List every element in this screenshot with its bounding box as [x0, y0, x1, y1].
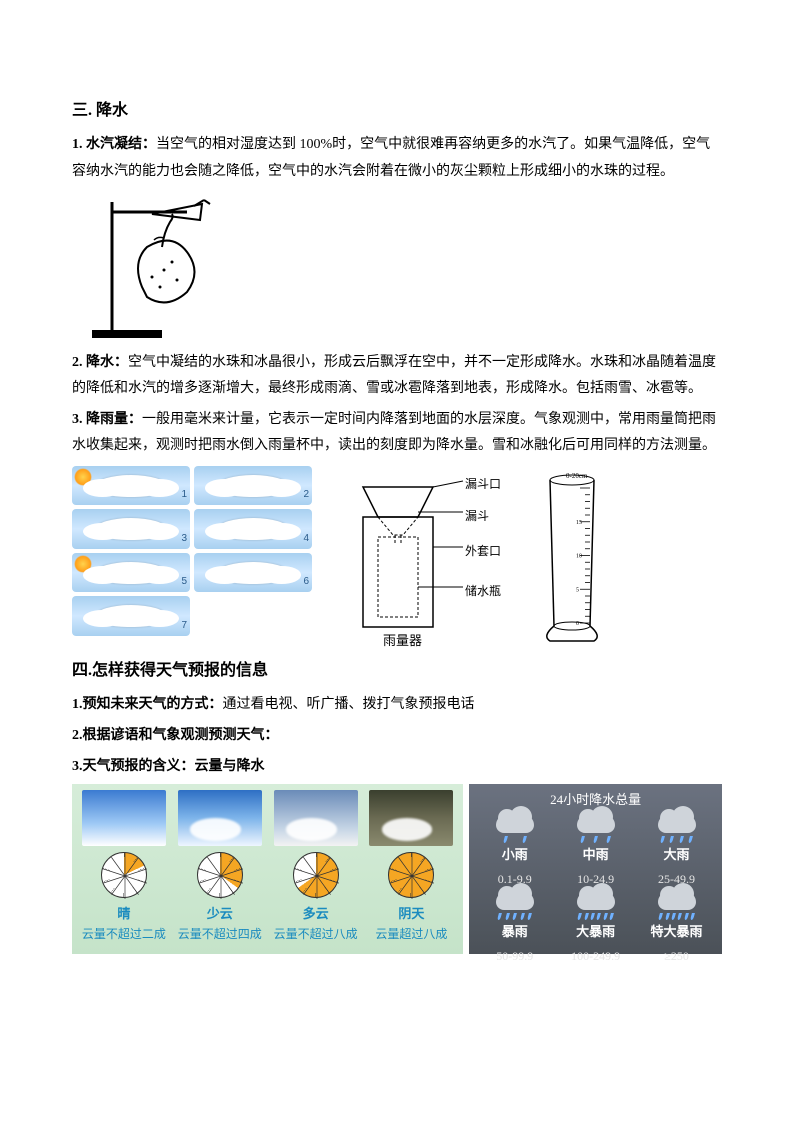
measuring-cylinder: 0-20cm 15 10 5 0	[532, 466, 612, 646]
p3-text: 一般用毫米来计量，它表示一定时间内降落到地面的水层深度。气象观测中，常用雨量筒把…	[72, 412, 716, 454]
rain-cell: 小雨0.1-9.9	[475, 815, 554, 890]
para-precipitation: 2. 降水：空气中凝结的水珠和冰晶很小，形成云后飘浮在空中，并不一定形成降水。水…	[72, 350, 722, 403]
cylinder-label: 0-20cm	[566, 472, 588, 480]
p4-1-text: 通过看电视、听广播、拨打气象预报电话	[223, 697, 475, 712]
p3-label: 3. 降雨量：	[72, 412, 142, 427]
rain-name: 大雨	[664, 843, 690, 868]
sky-name: 多云	[303, 902, 329, 927]
rainfall-illustration-row: 1234567 漏斗口 漏斗 外套口 储水瓶 雨量器 0-20cm 15 1	[72, 466, 722, 646]
rain-cell: 大暴雨100-249.9	[556, 892, 635, 967]
sky-name: 晴	[117, 902, 130, 927]
apparatus-illustration	[92, 192, 252, 342]
sky-thumbnail	[82, 790, 166, 846]
sky-desc: 云量不超过四成	[178, 927, 262, 943]
rain-cell: 特大暴雨≥250	[637, 892, 716, 967]
p4-1-label: 1.预知未来天气的方式：	[72, 697, 223, 712]
gauge-caption: 雨量器	[383, 629, 422, 654]
rain-icon	[658, 815, 696, 841]
svg-text:0: 0	[576, 621, 579, 627]
rain-cell: 大雨25-49.9	[637, 815, 716, 890]
section3-title: 三. 降水	[72, 96, 722, 126]
cloud-cell: 7	[72, 596, 190, 636]
rain-name: 大暴雨	[576, 920, 615, 945]
sky-column: 少云云量不超过四成	[174, 790, 266, 942]
sky-column: 阴天云量超过八成	[365, 790, 457, 942]
rain-icon	[658, 892, 696, 918]
cloud-formation-grid: 1234567	[72, 466, 312, 636]
sky-desc: 云量不超过二成	[82, 927, 166, 943]
rain-grid: 小雨0.1-9.9中雨10-24.9大雨25-49.9暴雨50-99.9大暴雨1…	[475, 815, 716, 968]
label-funnel-top: 漏斗口	[465, 473, 501, 496]
cloud-fraction-pie	[101, 852, 147, 898]
svg-text:15: 15	[576, 520, 582, 526]
rain-name: 暴雨	[502, 920, 528, 945]
rain-icon	[496, 892, 534, 918]
sky-desc: 云量不超过八成	[274, 927, 358, 943]
rain-cell: 暴雨50-99.9	[475, 892, 554, 967]
cloud-fraction-pie	[293, 852, 339, 898]
sky-column: 晴云量不超过二成	[78, 790, 170, 942]
para-forecast-meaning: 3.天气预报的含义：云量与降水	[72, 754, 722, 781]
label-outer: 外套口	[465, 540, 501, 563]
rain-cell: 中雨10-24.9	[556, 815, 635, 890]
para-forecast-methods: 1.预知未来天气的方式：通过看电视、听广播、拨打气象预报电话	[72, 692, 722, 719]
p1-label: 1. 水汽凝结：	[72, 137, 156, 152]
cloud-coverage-panel: 晴云量不超过二成少云云量不超过四成多云云量不超过八成阴天云量超过八成	[72, 784, 463, 954]
p2-text: 空气中凝结的水珠和冰晶很小，形成云后飘浮在空中，并不一定形成降水。水珠和冰晶随着…	[72, 355, 716, 397]
section4-title: 四.怎样获得天气预报的信息	[72, 656, 722, 686]
sky-name: 阴天	[398, 902, 424, 927]
sky-thumbnail	[178, 790, 262, 846]
rain-icon	[496, 815, 534, 841]
p2-label: 2. 降水：	[72, 355, 128, 370]
para-proverbs: 2.根据谚语和气象观测预测天气：	[72, 723, 722, 750]
rain-gauge-diagram: 漏斗口 漏斗 外套口 储水瓶 雨量器	[322, 466, 522, 646]
rain-name: 中雨	[583, 843, 609, 868]
cloud-cell: 5	[72, 553, 190, 593]
p1-text: 当空气的相对湿度达到 100%时，空气中就很难再容纳更多的水汽了。如果气温降低，…	[72, 137, 710, 179]
svg-text:5: 5	[576, 587, 579, 593]
cloud-cell: 1	[72, 466, 190, 506]
rain-icon	[577, 815, 615, 841]
rain-name: 小雨	[502, 843, 528, 868]
rain-icon	[577, 892, 615, 918]
label-funnel: 漏斗	[465, 505, 489, 528]
cloud-fraction-pie	[197, 852, 243, 898]
bottom-panels: 晴云量不超过二成少云云量不超过四成多云云量不超过八成阴天云量超过八成 24小时降…	[72, 784, 722, 954]
para-condensation: 1. 水汽凝结：当空气的相对湿度达到 100%时，空气中就很难再容纳更多的水汽了…	[72, 132, 722, 185]
para-rainfall: 3. 降雨量：一般用毫米来计量，它表示一定时间内降落到地面的水层深度。气象观测中…	[72, 407, 722, 460]
sky-desc: 云量超过八成	[375, 927, 447, 943]
sky-column: 多云云量不超过八成	[270, 790, 362, 942]
cloud-cell: 6	[194, 553, 312, 593]
cloud-fraction-pie	[388, 852, 434, 898]
rainfall-level-panel: 24小时降水总量 小雨0.1-9.9中雨10-24.9大雨25-49.9暴雨50…	[469, 784, 722, 954]
sky-thumbnail	[274, 790, 358, 846]
rain-range: ≥250	[664, 945, 689, 968]
cloud-cell: 4	[194, 509, 312, 549]
sky-thumbnail	[369, 790, 453, 846]
rain-range: 100-249.9	[571, 945, 620, 968]
cloud-cell: 3	[72, 509, 190, 549]
svg-text:10: 10	[576, 553, 582, 559]
cloud-cell: 2	[194, 466, 312, 506]
label-bottle: 储水瓶	[465, 580, 501, 603]
rain-name: 特大暴雨	[651, 920, 703, 945]
sky-name: 少云	[207, 902, 233, 927]
rain-range: 50-99.9	[496, 945, 533, 968]
